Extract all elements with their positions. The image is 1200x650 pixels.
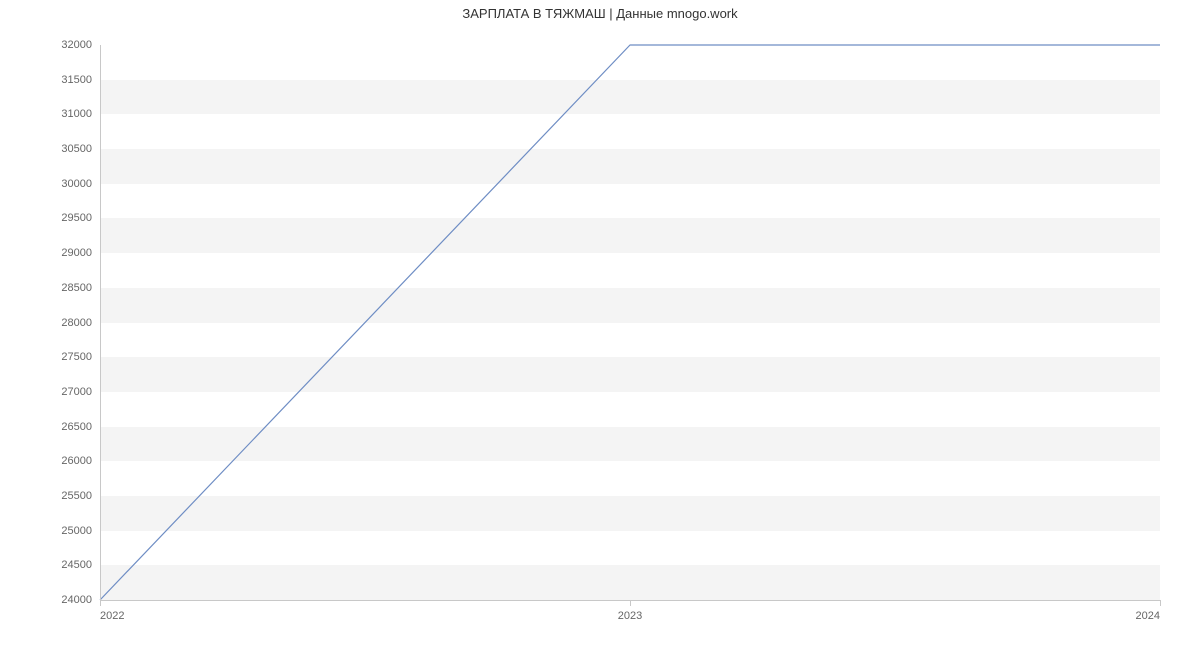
x-tick-mark	[630, 600, 631, 606]
y-tick-label: 25500	[61, 490, 92, 502]
x-tick-label: 2022	[100, 610, 124, 622]
y-tick-label: 31000	[61, 108, 92, 120]
y-tick-label: 27000	[61, 386, 92, 398]
y-tick-label: 24500	[61, 559, 92, 571]
y-tick-label: 31500	[61, 74, 92, 86]
chart-title: ЗАРПЛАТА В ТЯЖМАШ | Данные mnogo.work	[0, 6, 1200, 21]
y-tick-label: 30000	[61, 178, 92, 190]
x-tick-label: 2024	[1136, 610, 1160, 622]
x-tick-mark	[1160, 600, 1161, 606]
salary-line-chart: ЗАРПЛАТА В ТЯЖМАШ | Данные mnogo.work 24…	[0, 0, 1200, 650]
plot-area: 2400024500250002550026000265002700027500…	[100, 45, 1160, 600]
series-line-salary	[100, 45, 1160, 600]
y-tick-label: 28000	[61, 317, 92, 329]
y-tick-label: 24000	[61, 594, 92, 606]
y-tick-label: 28500	[61, 282, 92, 294]
y-tick-label: 26000	[61, 455, 92, 467]
y-tick-label: 30500	[61, 143, 92, 155]
line-series	[100, 45, 1160, 600]
y-tick-label: 29000	[61, 247, 92, 259]
y-tick-label: 26500	[61, 421, 92, 433]
y-tick-label: 32000	[61, 39, 92, 51]
y-axis-line	[100, 45, 101, 600]
y-tick-label: 25000	[61, 525, 92, 537]
y-tick-label: 27500	[61, 351, 92, 363]
x-tick-mark	[100, 600, 101, 606]
y-tick-label: 29500	[61, 212, 92, 224]
x-tick-label: 2023	[618, 610, 642, 622]
